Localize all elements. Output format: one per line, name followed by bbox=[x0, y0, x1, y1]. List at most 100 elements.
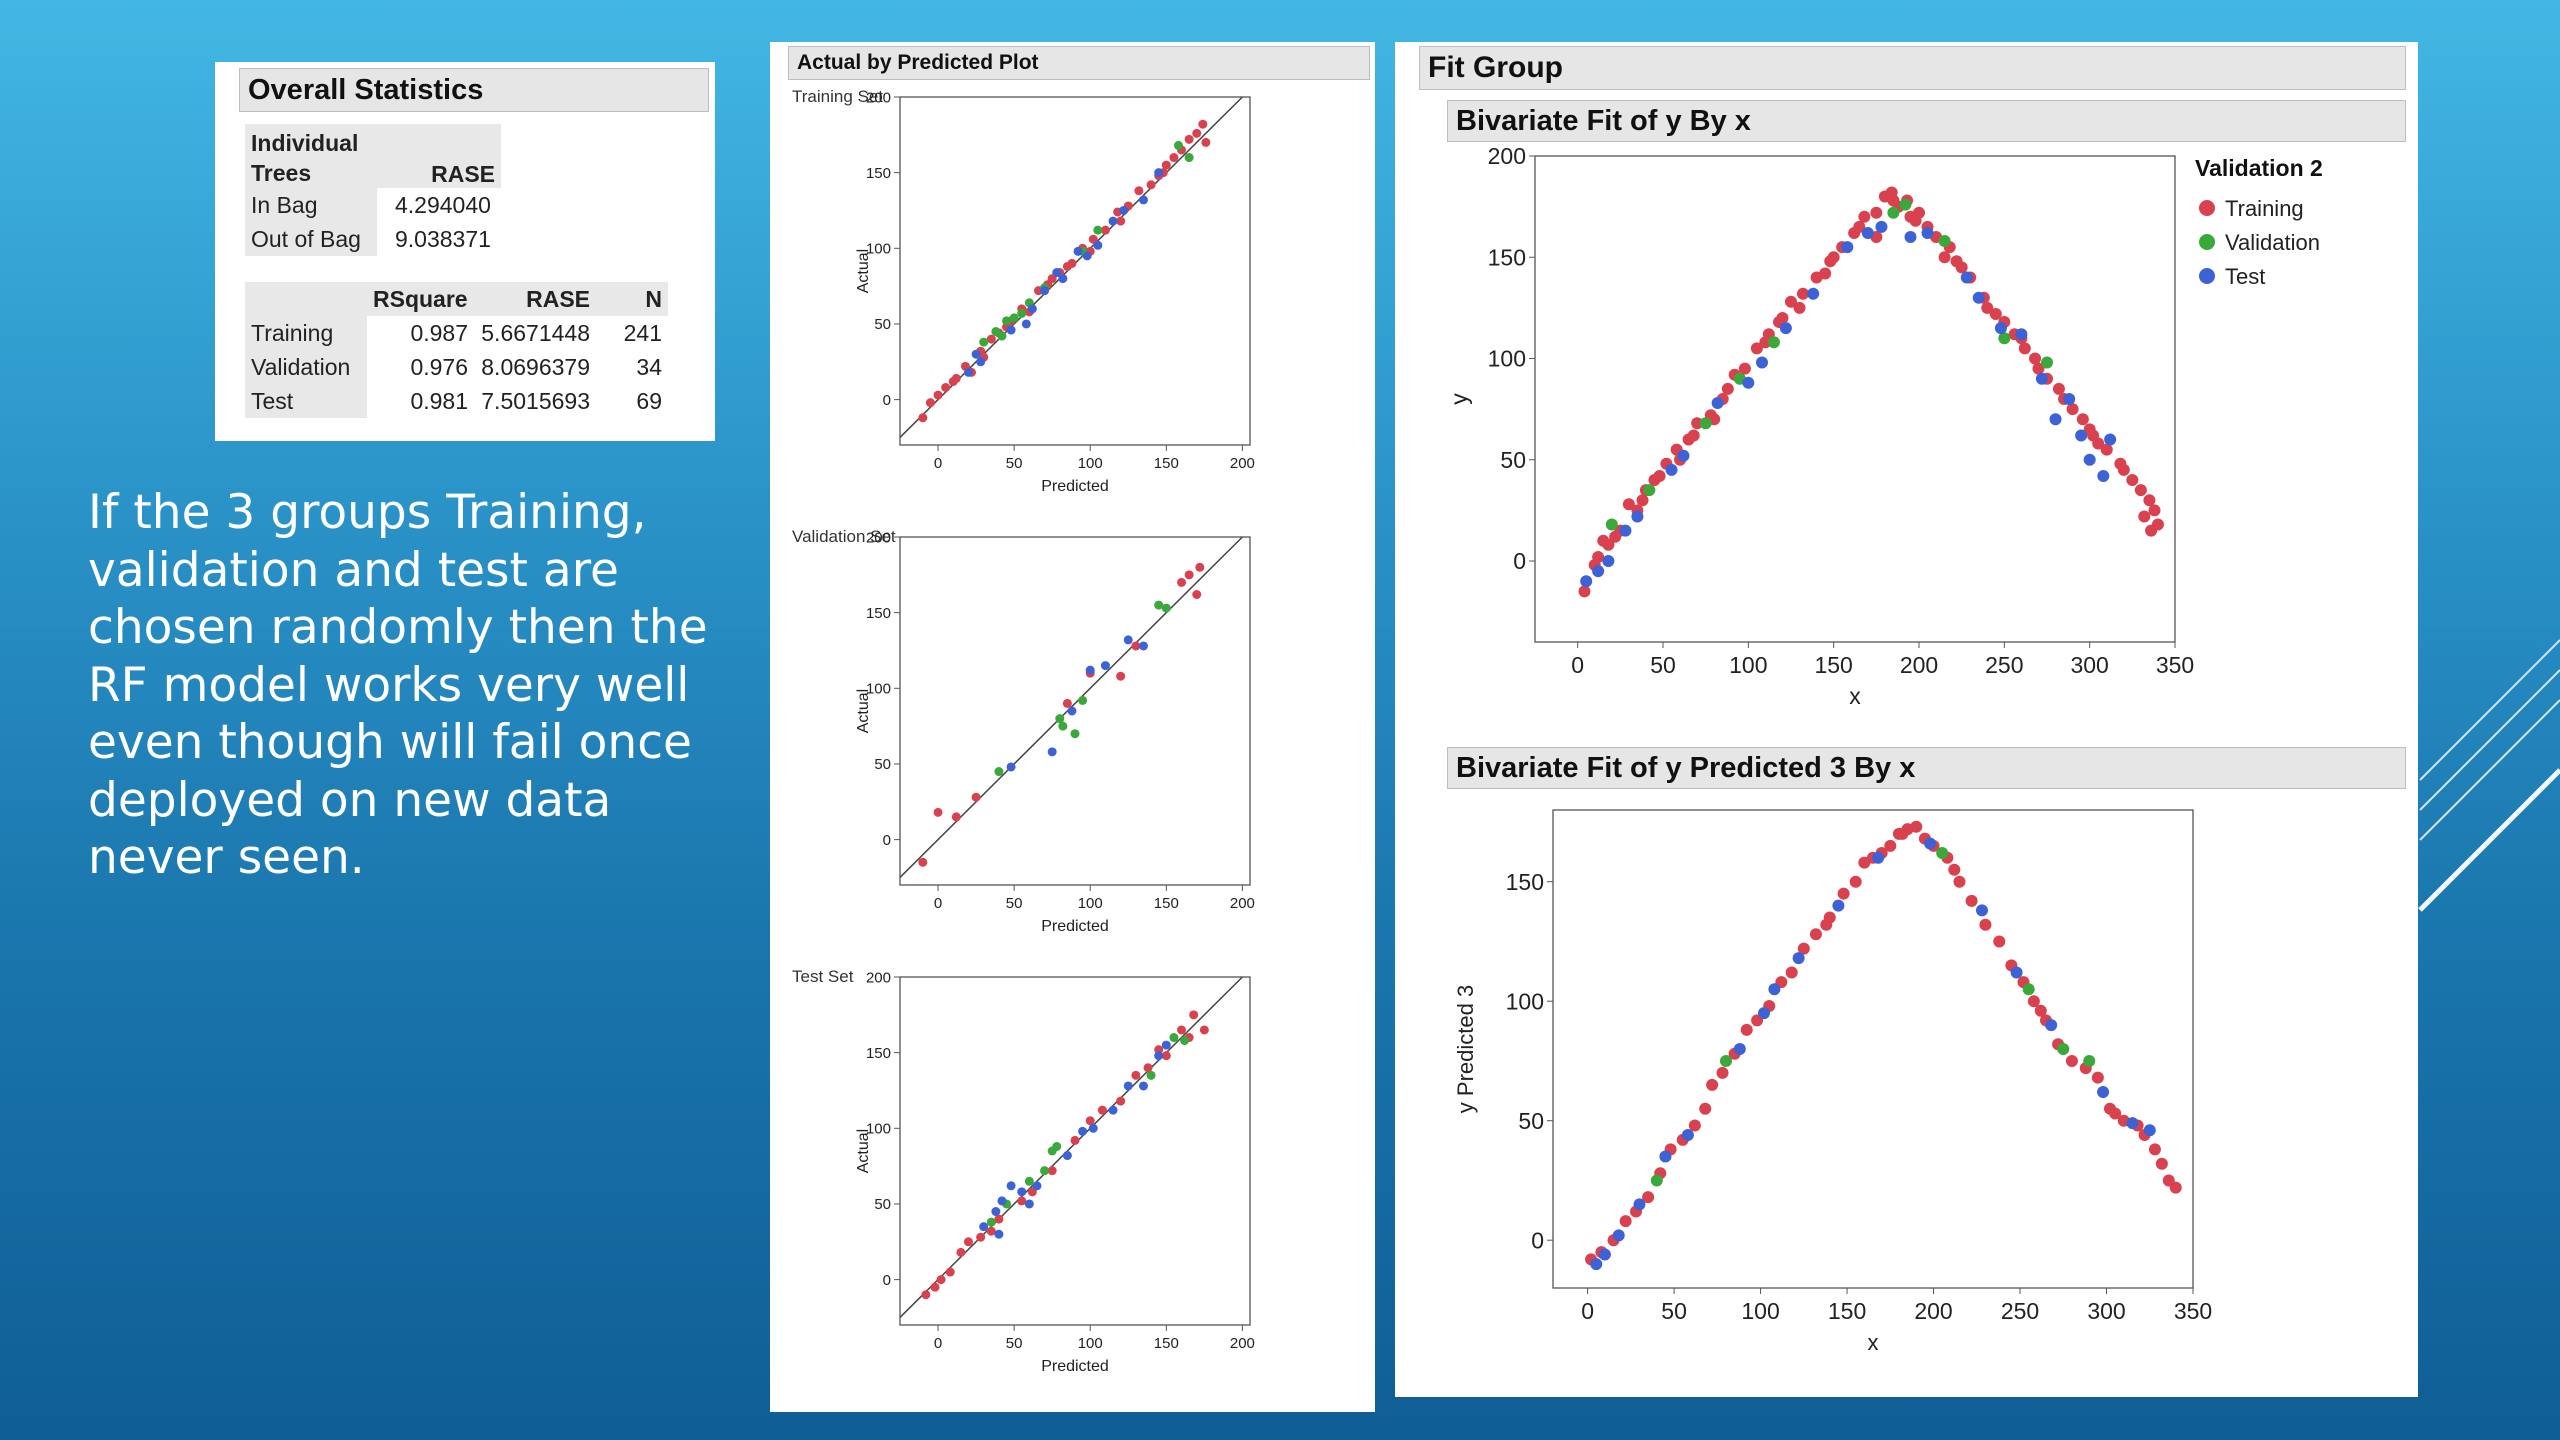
data-point-test bbox=[1665, 463, 1678, 476]
data-point-test bbox=[979, 1222, 989, 1232]
data-point-training bbox=[925, 398, 935, 408]
overall-statistics-header[interactable]: Overall Statistics bbox=[239, 68, 709, 112]
y-tick-label: 50 bbox=[1518, 1108, 1544, 1134]
y-tick-label: 50 bbox=[874, 316, 891, 333]
data-point-training bbox=[1884, 839, 1897, 852]
data-point-validation bbox=[1093, 225, 1103, 235]
n-header: N bbox=[596, 282, 668, 316]
actual-by-predicted-header[interactable]: Actual by Predicted Plot bbox=[788, 46, 1370, 80]
data-point-training bbox=[933, 807, 943, 817]
data-point-training bbox=[1184, 134, 1194, 144]
data-point-validation bbox=[1040, 1166, 1050, 1176]
y-tick-label: 0 bbox=[883, 832, 891, 849]
data-point-test bbox=[1032, 1181, 1042, 1191]
data-point-training bbox=[1642, 1191, 1655, 1204]
data-point-training bbox=[2155, 1157, 2168, 1170]
data-point-training bbox=[976, 1232, 986, 1242]
data-point-test bbox=[1590, 1258, 1603, 1271]
data-point-training bbox=[930, 1282, 940, 1292]
data-point-test bbox=[2010, 966, 2023, 979]
y-axis-label: Actual bbox=[855, 249, 872, 293]
y-tick-label: 200 bbox=[866, 969, 891, 986]
data-point-training bbox=[1948, 863, 1961, 876]
data-point-training bbox=[1820, 918, 1833, 931]
data-point-training bbox=[1691, 417, 1704, 430]
data-point-validation bbox=[1936, 847, 1949, 860]
data-point-training bbox=[1116, 1096, 1126, 1106]
data-point-test bbox=[1108, 1105, 1118, 1115]
data-point-training bbox=[1578, 585, 1591, 598]
data-point-test bbox=[1123, 635, 1133, 645]
data-point-training bbox=[1134, 186, 1144, 196]
fit-group-panel: Fit Group Bivariate Fit of y By x 0 50 100… bbox=[1395, 42, 2418, 1397]
data-point-training bbox=[1184, 570, 1194, 580]
data-point-test bbox=[1841, 241, 1854, 254]
data-point-training bbox=[1721, 382, 1734, 395]
data-point-training bbox=[2027, 995, 2040, 1008]
data-point-training bbox=[1592, 550, 1605, 563]
slide-body-text: If the 3 groups Training, validation and… bbox=[88, 485, 708, 885]
y-tick-label: 200 bbox=[1488, 146, 1526, 169]
y-tick-label: 200 bbox=[866, 89, 891, 106]
x-tick-label: 100 bbox=[1078, 455, 1103, 472]
panel-label-validation: Validation Set bbox=[792, 527, 896, 546]
x-tick-label: 150 bbox=[1154, 455, 1179, 472]
row-label: Training bbox=[245, 316, 367, 350]
data-point-training bbox=[2169, 1181, 2182, 1194]
data-point-training bbox=[956, 1247, 966, 1257]
data-point-test bbox=[1758, 1007, 1771, 1020]
data-point-training bbox=[1938, 251, 1951, 264]
data-point-validation bbox=[1699, 417, 1712, 430]
data-point-test bbox=[1024, 1199, 1034, 1209]
data-point-test bbox=[1779, 322, 1792, 335]
fit-group-header[interactable]: Fit Group bbox=[1419, 46, 2406, 90]
legend-label-validation: Validation bbox=[2225, 230, 2320, 255]
data-point-training bbox=[2066, 403, 2079, 416]
data-point-training bbox=[1981, 301, 1994, 314]
data-point-validation bbox=[994, 767, 1004, 777]
x-axis-label: Predicted bbox=[1041, 478, 1109, 495]
data-point-test bbox=[1100, 661, 1110, 671]
y-tick-label: 0 bbox=[1513, 548, 1526, 574]
fit-group-title: Fit Group bbox=[1428, 51, 1563, 84]
data-point-validation bbox=[1024, 1176, 1034, 1186]
data-point-training bbox=[933, 390, 943, 400]
data-point-training bbox=[2148, 504, 2161, 517]
x-tick-label: 150 bbox=[1814, 652, 1852, 678]
x-axis-label: Predicted bbox=[1041, 918, 1109, 935]
data-point-validation bbox=[1767, 336, 1780, 349]
data-point-test bbox=[2097, 1086, 2110, 1099]
data-point-test bbox=[994, 1229, 1004, 1239]
data-point-test bbox=[1872, 851, 1885, 864]
data-point-training bbox=[2145, 524, 2158, 537]
y-tick-label: 0 bbox=[883, 1272, 891, 1289]
data-point-training bbox=[1017, 1196, 1027, 1206]
bivariate-fit-2-header[interactable]: Bivariate Fit of y Predicted 3 By x bbox=[1447, 747, 2406, 789]
data-point-training bbox=[1979, 918, 1992, 931]
data-point-test bbox=[1108, 216, 1118, 226]
data-point-training bbox=[1853, 220, 1866, 233]
legend-marker-test bbox=[2199, 268, 2215, 284]
rsquare-value: 0.981 bbox=[410, 387, 468, 414]
data-point-training bbox=[941, 383, 951, 393]
table-row: Test 0.981 7.5015693 69 bbox=[245, 384, 668, 418]
data-point-training bbox=[1785, 966, 1798, 979]
rase-value: 8.0696379 bbox=[481, 353, 590, 380]
data-point-training bbox=[1622, 498, 1635, 511]
data-point-training bbox=[2065, 1054, 2078, 1067]
bivariate-fit-1-header[interactable]: Bivariate Fit of y By x bbox=[1447, 100, 2406, 142]
reference-line bbox=[899, 976, 1243, 1318]
x-axis-label: Predicted bbox=[1041, 1358, 1109, 1375]
data-point-test bbox=[1659, 1150, 1672, 1163]
validation-set-plot: 0 50 100 150 200 0 50 100 150 200 Predicted Actual bbox=[855, 529, 1255, 935]
x-tick-label: 200 bbox=[1900, 652, 1938, 678]
y-tick-label: 50 bbox=[874, 756, 891, 773]
decorative-lines bbox=[2418, 639, 2560, 912]
data-point-training bbox=[1169, 153, 1179, 163]
data-point-validation bbox=[2022, 983, 2035, 996]
legend-marker-training bbox=[2199, 200, 2215, 216]
plot-frame bbox=[1552, 809, 2194, 1289]
x-tick-label: 150 bbox=[1154, 895, 1179, 912]
data-point-test bbox=[1088, 1123, 1098, 1133]
data-point-training bbox=[936, 1275, 946, 1285]
